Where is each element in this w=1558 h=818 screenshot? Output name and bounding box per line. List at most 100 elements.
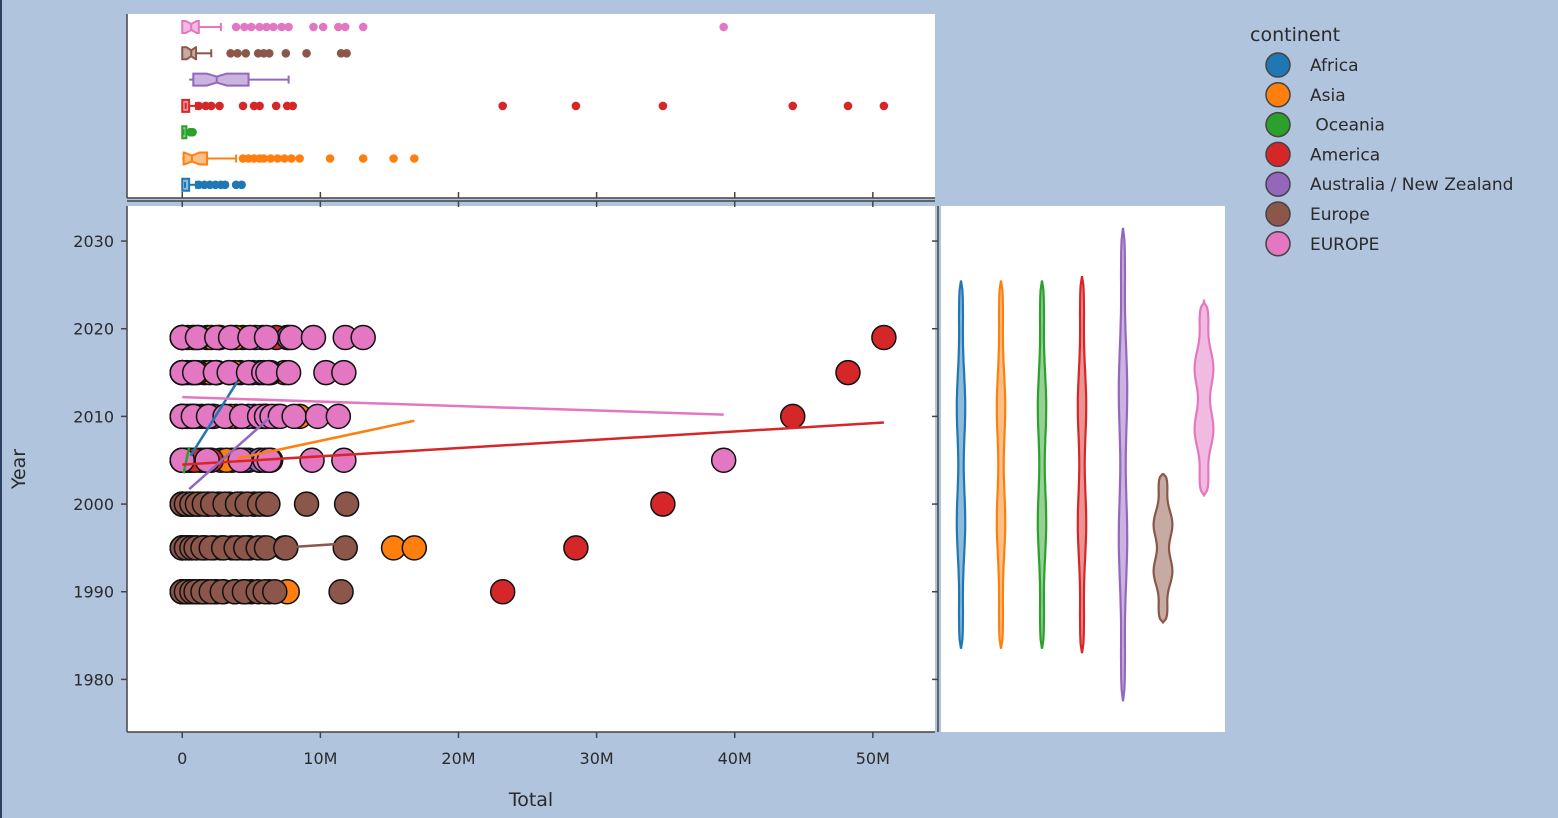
box-outlier [309, 22, 318, 32]
data-point-europe [293, 491, 320, 517]
box-outlier [206, 101, 216, 111]
box-outlier [358, 154, 368, 163]
legend-label: Europe [1310, 205, 1370, 225]
box-outlier [226, 49, 235, 58]
data-point-europe [253, 324, 280, 351]
box-outlier [262, 22, 271, 32]
data-point-europe [331, 447, 357, 473]
box-outlier [266, 154, 275, 163]
box-outlier [295, 154, 304, 163]
box-outlier [233, 49, 242, 58]
data-point-america [650, 491, 676, 517]
legend-marker [1265, 141, 1291, 168]
x-tick-label: 50M [856, 749, 890, 768]
violin-africa [955, 280, 967, 649]
data-point-america [563, 535, 589, 561]
data-point-europe [333, 491, 360, 517]
legend-item-europe: EUROPE [1265, 231, 1379, 257]
page-left-edge [0, 0, 2, 818]
box-outlier [498, 101, 507, 111]
box-asia [182, 151, 419, 166]
box-outlier [237, 180, 246, 190]
data-point-europe [332, 535, 358, 561]
y-tick-label: 2030 [73, 232, 114, 251]
data-point-europe [275, 359, 302, 386]
data-point-europe [281, 403, 307, 430]
box-outlier [215, 101, 224, 111]
legend-label: EUROPE [1310, 235, 1379, 255]
legend-label: Asia [1310, 86, 1346, 106]
violin-layer [955, 227, 1215, 702]
box-europe [181, 46, 351, 61]
data-point-europe [350, 324, 376, 351]
trendline-africa [189, 380, 239, 457]
legend-item-oceania: Oceania [1265, 111, 1385, 138]
data-point-europe [169, 447, 195, 473]
x-tick-label: 0 [177, 749, 187, 768]
data-point-europe [328, 578, 354, 605]
violin-europe [1193, 298, 1215, 498]
box-outlier [334, 22, 343, 32]
box-outlier [318, 22, 328, 32]
legend-label: America [1310, 145, 1380, 165]
box-outlier [658, 101, 668, 111]
box-outlier [409, 154, 419, 163]
trendline-europe [182, 395, 724, 416]
box-outlier [340, 22, 350, 32]
box-outlier [255, 101, 264, 111]
legend-item-america: America [1265, 141, 1380, 168]
violin-america [1076, 275, 1088, 654]
box-outlier [188, 127, 197, 137]
data-point-europe [299, 447, 325, 473]
legend: continent Africa Asia Oceania America Austr… [1250, 24, 1513, 257]
box-outlier [240, 22, 249, 32]
y-tick-label: 2020 [73, 320, 114, 339]
y-tick-label: 1980 [73, 670, 114, 689]
legend-marker [1265, 171, 1291, 197]
box-outlier [719, 22, 728, 32]
legend-marker [1265, 201, 1291, 227]
data-point-europe [710, 447, 737, 473]
box-body [192, 72, 250, 87]
box-outlier [389, 154, 398, 163]
legend-item-australia-new-zealand: Australia / New Zealand [1265, 171, 1513, 197]
y-tick-label: 2000 [73, 495, 114, 514]
box-outlier [571, 101, 581, 111]
series-europe-points [169, 491, 360, 605]
data-point-europe [255, 491, 281, 517]
box-outlier [271, 101, 281, 111]
box-outlier [342, 49, 351, 58]
legend-label: Africa [1310, 56, 1359, 76]
data-point-europe [262, 578, 288, 605]
box-outlier [194, 101, 204, 111]
data-point-europe [331, 359, 357, 386]
data-point-europe [325, 403, 352, 430]
box-marginal-panel [127, 14, 935, 198]
y-axis-title: Year [8, 449, 30, 490]
trendline-asia [237, 419, 415, 460]
box-outlier [259, 154, 269, 163]
trendline-europe [278, 542, 346, 550]
legend-title: continent [1250, 24, 1340, 46]
box-outlier [288, 101, 298, 111]
violin-asia [995, 280, 1007, 649]
axes-layer: 0 10M 20M 30M 40M 50M 1980 1990 2000 2010 2020 2030 [73, 14, 939, 768]
box-layer [181, 20, 889, 192]
data-point-europe [194, 447, 220, 473]
box-outlier [231, 22, 241, 32]
box-outlier [358, 22, 368, 32]
x-tick-label: 30M [580, 749, 614, 768]
data-point-asia [401, 535, 428, 561]
box-outlier [247, 22, 256, 32]
legend-marker [1265, 231, 1291, 257]
box-australia-new-zealand [189, 72, 290, 87]
data-point-america [779, 403, 806, 430]
box-africa [181, 177, 246, 192]
box-outlier [238, 101, 248, 111]
box-outlier [281, 49, 291, 58]
legend-marker [1265, 52, 1291, 78]
box-outlier [788, 101, 798, 111]
box-outlier [273, 154, 282, 163]
y-tick-label: 2010 [73, 407, 114, 426]
box-outlier [879, 101, 889, 111]
